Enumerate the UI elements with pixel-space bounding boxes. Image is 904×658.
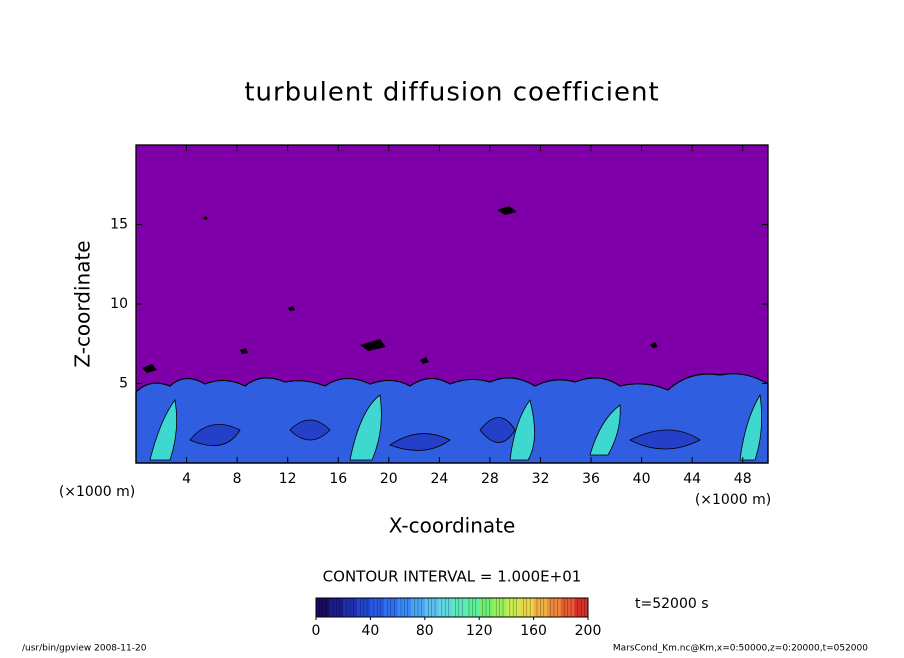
colorbar-frame [315,597,589,618]
plot-area [135,144,769,464]
colorbar-tick-label: 40 [361,623,379,639]
x-tick-label: 8 [233,471,242,487]
turbulent-layer [135,373,769,464]
colorbar-tick-label: 160 [520,623,547,639]
x-tick-label: 40 [633,471,651,487]
colorbar-tick-label: 200 [575,623,602,639]
turbulent-eddy [149,393,763,461]
chart-title: turbulent diffusion coefficient [244,78,659,108]
y-tick-label: 5 [119,376,128,392]
footer-left: /usr/bin/gpview 2008-11-20 [22,644,147,654]
colorbar: 0 40 80 120 160 200 [312,597,602,639]
x-tick-label: 44 [683,471,701,487]
time-label: t=52000 s [635,596,709,612]
x-tick-label: 36 [582,471,600,487]
x-tick-label: 24 [430,471,448,487]
footer-right: MarsCond_Km.nc@Km,x=0:50000,z=0:20000,t=… [613,644,868,654]
x-tick-label: 48 [734,471,752,487]
x-tick-label: 20 [380,471,398,487]
y-tick-label: 10 [110,296,128,312]
x-tick-label: 4 [182,471,191,487]
x-axis-label: X-coordinate [389,514,516,538]
x-tick-label: 28 [481,471,499,487]
x-tick-label: 32 [532,471,550,487]
y-axis-label: Z-coordinate [71,240,95,367]
x-tick-label: 12 [279,471,297,487]
contour-interval: CONTOUR INTERVAL = 1.000E+01 [323,568,582,586]
x-units: (×1000 m) [695,492,771,508]
x-tick-label: 16 [329,471,347,487]
turbulent-eddy [189,417,701,451]
y-tick-label: 15 [110,217,128,233]
colorbar-tick-label: 80 [416,623,434,639]
colorbar-tick-label: 0 [312,623,321,639]
colorbar-tick-label: 120 [466,623,493,639]
y-units: (×1000 m) [59,484,135,500]
